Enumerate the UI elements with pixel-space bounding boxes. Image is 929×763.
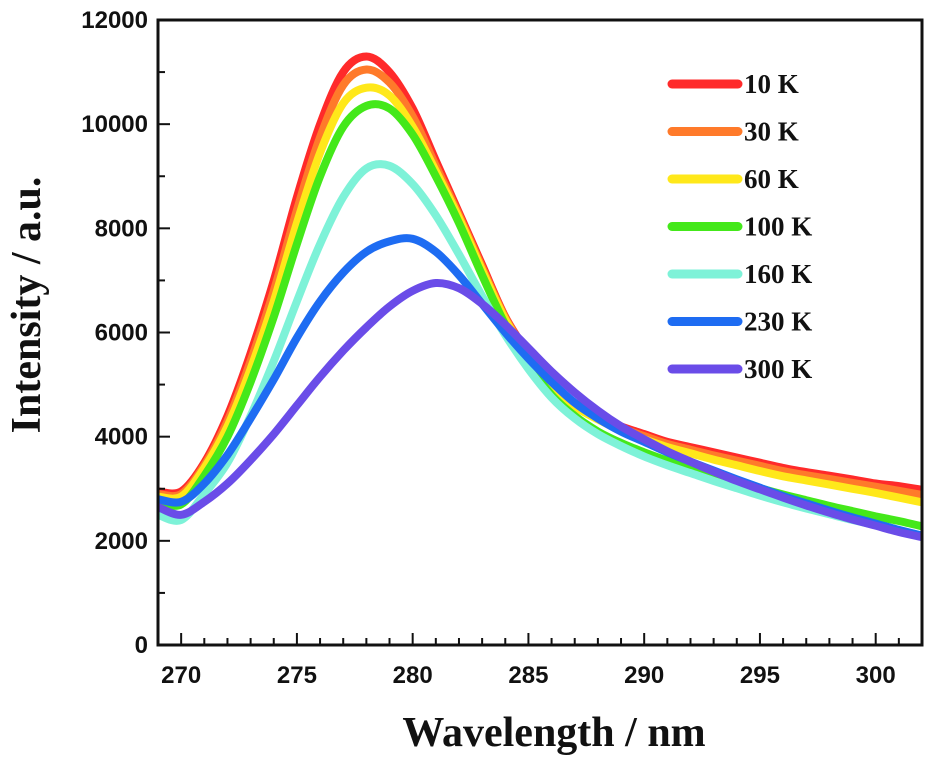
y-axis: 0 2000 4000 6000 8000 10000 12000 xyxy=(81,7,170,659)
series-layer xyxy=(158,52,922,542)
y-tick-label: 12000 xyxy=(81,7,148,34)
x-tick-label: 290 xyxy=(624,662,664,689)
x-axis: 270 275 280 285 290 295 300 xyxy=(157,633,923,689)
y-tick-label: 6000 xyxy=(95,320,148,347)
x-tick-label: 270 xyxy=(161,662,201,689)
y-tick-label: 8000 xyxy=(95,215,148,242)
series-line-300k xyxy=(158,278,922,542)
legend: 10 K 30 K 60 K 100 K 160 K 230 K 300 K xyxy=(667,69,812,384)
legend-label: 30 K xyxy=(744,117,799,147)
y-tick-label: 2000 xyxy=(95,528,148,555)
x-tick-label: 280 xyxy=(393,662,433,689)
y-tick-label: 10000 xyxy=(81,111,148,138)
legend-label: 300 K xyxy=(744,354,812,384)
x-tick-label: 300 xyxy=(856,662,896,689)
x-axis-title: Wavelength / nm xyxy=(402,710,705,756)
x-tick-label: 285 xyxy=(508,662,548,689)
legend-label: 60 K xyxy=(744,164,799,194)
legend-label: 160 K xyxy=(744,259,812,289)
x-tick-label: 295 xyxy=(740,662,780,689)
x-tick-label: 275 xyxy=(277,662,317,689)
legend-label: 100 K xyxy=(744,212,812,242)
y-tick-label: 0 xyxy=(135,632,148,659)
y-tick-label: 4000 xyxy=(95,424,148,451)
legend-label: 10 K xyxy=(744,69,799,99)
y-axis-title: Intensity / a.u. xyxy=(4,177,50,434)
legend-label: 230 K xyxy=(744,307,812,337)
